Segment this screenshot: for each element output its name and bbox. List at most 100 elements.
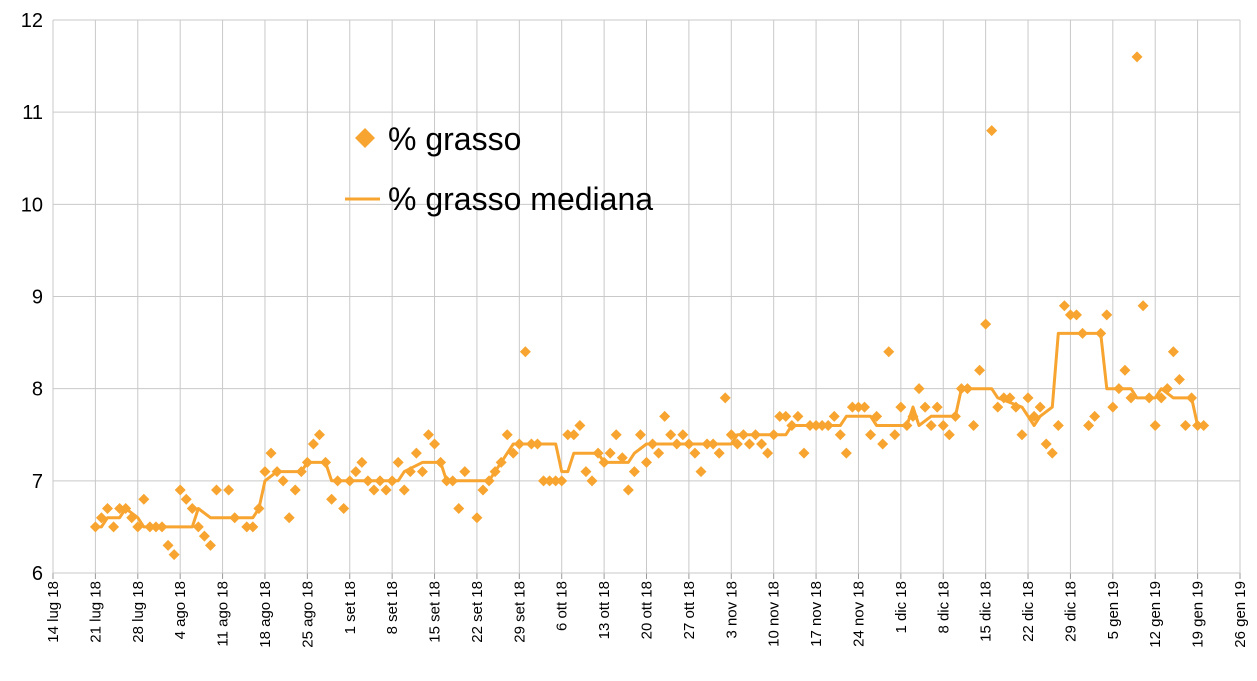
scatter-point bbox=[459, 466, 471, 478]
scatter-point bbox=[398, 484, 410, 496]
scatter-point bbox=[368, 484, 380, 496]
scatter-point bbox=[483, 475, 495, 487]
scatter-point bbox=[156, 521, 168, 533]
scatter-point bbox=[925, 420, 937, 432]
scatter-point bbox=[531, 438, 543, 450]
y-tick-label: 12 bbox=[21, 10, 43, 32]
scatter-point bbox=[259, 466, 271, 478]
scatter-point bbox=[574, 420, 586, 432]
scatter-point bbox=[326, 493, 338, 505]
y-tick-label: 7 bbox=[32, 471, 43, 493]
scatter-point bbox=[731, 438, 743, 450]
scatter-point bbox=[1143, 392, 1155, 404]
scatter-point bbox=[859, 401, 871, 413]
scatter-point bbox=[949, 410, 961, 422]
x-tick-label: 10 nov 18 bbox=[766, 581, 783, 647]
x-tick-label: 29 set 18 bbox=[511, 581, 528, 643]
scatter-point bbox=[271, 466, 283, 478]
scatter-point bbox=[102, 502, 114, 514]
scatter-point bbox=[1125, 392, 1137, 404]
scatter-point bbox=[641, 456, 652, 468]
y-axis: 6 7 8 9 10 11 12 bbox=[21, 10, 43, 585]
scatter-point bbox=[768, 429, 780, 441]
x-tick-label: 8 dic 18 bbox=[935, 581, 952, 634]
x-tick-label: 26 gen 19 bbox=[1232, 581, 1249, 648]
scatter-point bbox=[386, 475, 398, 487]
scatter-point bbox=[525, 438, 537, 450]
scatter-point bbox=[1173, 373, 1185, 385]
scatter-point bbox=[1064, 309, 1076, 321]
scatter-point bbox=[441, 475, 453, 487]
scatter-point bbox=[410, 447, 422, 459]
x-tick-label: 6 ott 18 bbox=[554, 581, 571, 631]
scatter-point bbox=[253, 502, 265, 514]
scatter-point bbox=[780, 410, 792, 422]
scatter-point bbox=[477, 484, 489, 496]
scatter-point bbox=[653, 447, 665, 459]
scatter-point bbox=[89, 521, 101, 533]
scatter-point bbox=[1161, 383, 1173, 395]
scatter-point bbox=[659, 410, 671, 422]
x-tick-label: 25 ago 18 bbox=[299, 581, 316, 648]
scatter-point bbox=[931, 401, 943, 413]
scatter-point bbox=[846, 401, 858, 413]
scatter-point bbox=[665, 429, 677, 441]
x-tick-label: 20 ott 18 bbox=[639, 581, 656, 639]
scatter-point bbox=[1149, 420, 1161, 432]
scatter-point bbox=[907, 410, 919, 422]
scatter-point bbox=[937, 420, 949, 432]
scatter-point bbox=[313, 429, 325, 441]
scatter-point bbox=[277, 475, 289, 487]
scatter-point bbox=[568, 429, 580, 441]
scatter-point bbox=[919, 401, 931, 413]
scatter-point bbox=[229, 512, 241, 524]
scatter-point bbox=[192, 521, 204, 533]
x-tick-label: 27 ott 18 bbox=[681, 581, 698, 639]
scatter-point bbox=[798, 447, 810, 459]
scatter-point bbox=[223, 484, 235, 496]
x-tick-label: 3 nov 18 bbox=[723, 581, 740, 639]
scatter-point bbox=[580, 466, 592, 478]
scatter-point bbox=[283, 512, 295, 524]
scatter-point bbox=[877, 438, 889, 450]
x-tick-label: 24 nov 18 bbox=[850, 581, 867, 647]
x-tick-label: 14 lug 18 bbox=[45, 581, 62, 643]
x-tick-label: 22 set 18 bbox=[469, 581, 486, 643]
scatter-point bbox=[301, 456, 313, 468]
scatter-point bbox=[1137, 300, 1149, 312]
scatter-point bbox=[114, 502, 126, 514]
scatter-point bbox=[150, 521, 162, 533]
scatter-point bbox=[1070, 309, 1082, 321]
scatter-point bbox=[592, 447, 604, 459]
scatter-point bbox=[1179, 420, 1191, 432]
scatter-point bbox=[1101, 309, 1113, 321]
scatter-point bbox=[1186, 392, 1198, 404]
scatter-point bbox=[677, 429, 689, 441]
scatter-point bbox=[834, 429, 846, 441]
scatter-point bbox=[883, 346, 895, 358]
scatter-point bbox=[671, 438, 683, 450]
scatter-point bbox=[198, 530, 210, 542]
x-tick-label: 19 gen 19 bbox=[1190, 581, 1207, 648]
scatter-point bbox=[453, 502, 465, 514]
scatter-point bbox=[628, 466, 640, 478]
scatter-point bbox=[332, 475, 344, 487]
scatter-point bbox=[507, 447, 519, 459]
scatter-point bbox=[810, 420, 822, 432]
scatter-point bbox=[108, 521, 120, 533]
scatter-point bbox=[211, 484, 223, 496]
scatter-point bbox=[513, 438, 525, 450]
scatter-point bbox=[174, 484, 186, 496]
scatter-point bbox=[986, 125, 998, 137]
scatter-point bbox=[1077, 327, 1089, 339]
x-tick-label: 4 ago 18 bbox=[172, 581, 189, 639]
scatter-point bbox=[974, 364, 986, 376]
scatter-point bbox=[689, 447, 701, 459]
scatter-point bbox=[634, 429, 646, 441]
scatter-point bbox=[550, 475, 562, 487]
scatter-point bbox=[586, 475, 598, 487]
scatter-point bbox=[247, 521, 259, 533]
scatter-point bbox=[895, 401, 907, 413]
scatter-point bbox=[307, 438, 319, 450]
scatter-point bbox=[1083, 420, 1095, 432]
